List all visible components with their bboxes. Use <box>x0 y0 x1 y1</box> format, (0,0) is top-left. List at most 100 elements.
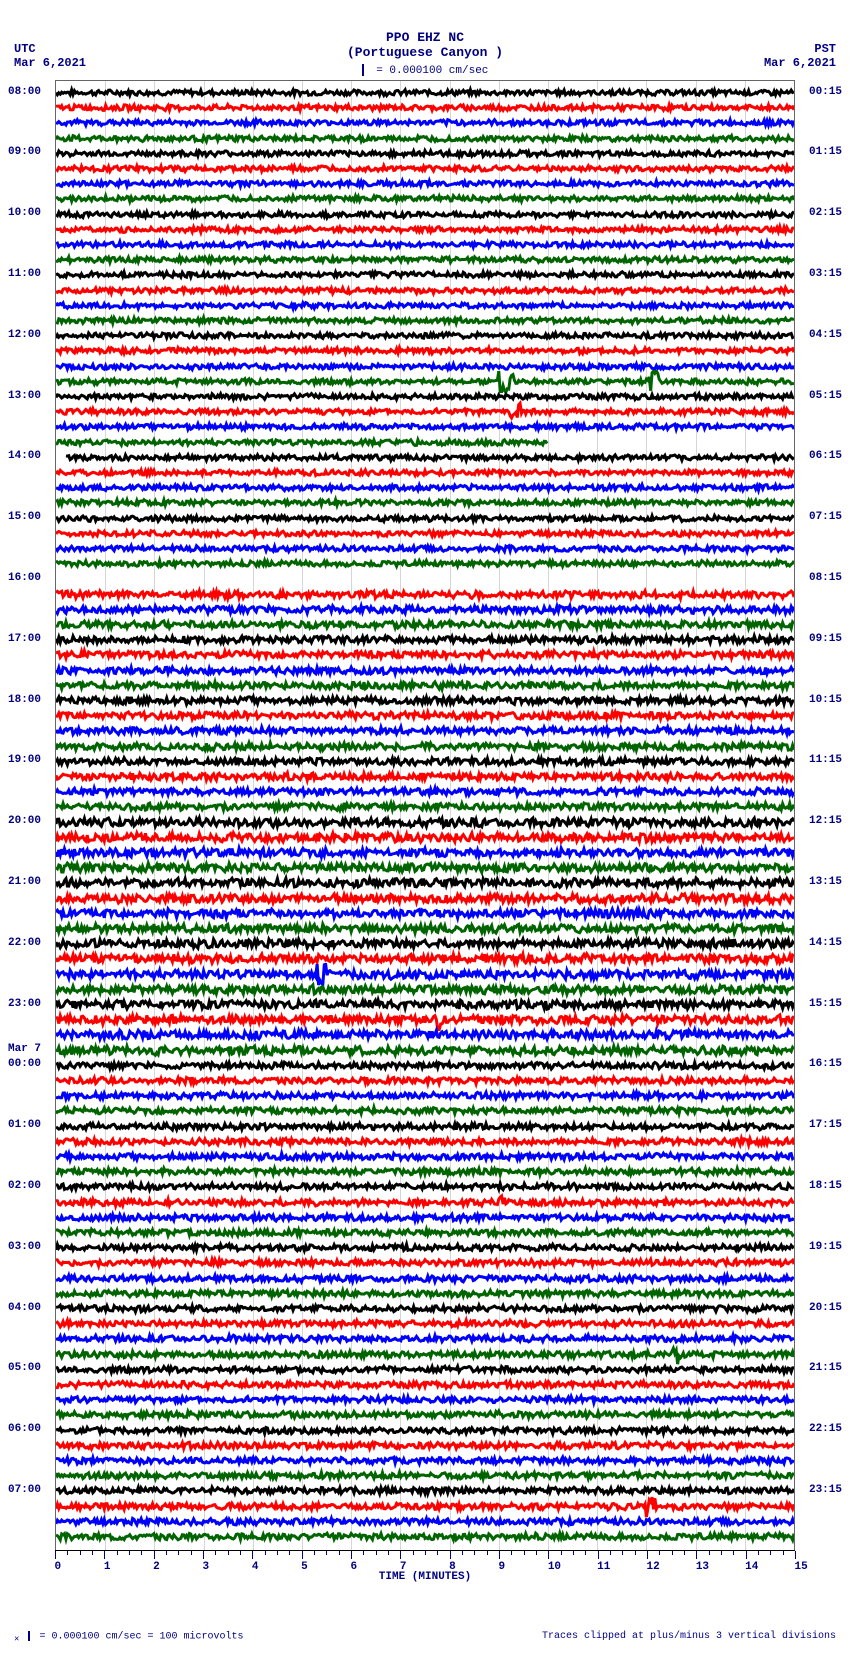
x-axis: TIME (MINUTES) 0123456789101112131415 <box>55 1550 795 1601</box>
x-tick-label: 13 <box>696 1561 697 1573</box>
x-tick: 12 <box>647 1551 648 1571</box>
x-tick-label: 14 <box>745 1561 746 1573</box>
x-minor-tick <box>709 1551 710 1555</box>
utc-label: 07:00 <box>8 1484 41 1496</box>
utc-label: 06:00 <box>8 1423 41 1435</box>
pst-label: 17:15 <box>809 1119 842 1131</box>
x-minor-tick <box>585 1551 586 1555</box>
x-tick-label: 7 <box>400 1561 401 1573</box>
x-tick: 10 <box>548 1551 549 1571</box>
x-minor-tick <box>659 1551 660 1555</box>
x-minor-tick <box>561 1551 562 1555</box>
utc-label: 14:00 <box>8 450 41 462</box>
utc-label: 05:00 <box>8 1362 41 1374</box>
x-tick: 15 <box>795 1551 796 1571</box>
pst-label: 06:15 <box>809 450 842 462</box>
x-minor-tick <box>129 1551 130 1555</box>
pst-label: 08:15 <box>809 572 842 584</box>
scale-text: = 0.000100 cm/sec <box>376 65 488 77</box>
pst-label: 07:15 <box>809 511 842 523</box>
pst-label: 10:15 <box>809 694 842 706</box>
x-minor-tick <box>228 1551 229 1555</box>
footer: × = 0.000100 cm/sec = 100 microvolts Tra… <box>0 1601 850 1653</box>
x-minor-tick <box>672 1551 673 1555</box>
x-tick-label: 4 <box>252 1561 253 1573</box>
x-minor-tick <box>524 1551 525 1555</box>
seismogram-plot <box>55 80 795 1550</box>
utc-label: 09:00 <box>8 146 41 158</box>
x-tick: 0 <box>55 1551 56 1571</box>
x-tick: 6 <box>351 1551 352 1571</box>
scale-bar-icon <box>362 64 364 76</box>
x-tick-label: 12 <box>647 1561 648 1573</box>
x-tick-label: 10 <box>548 1561 549 1573</box>
utc-label: 11:00 <box>8 268 41 280</box>
x-minor-tick <box>376 1551 377 1555</box>
x-tick-label: 2 <box>153 1561 154 1573</box>
x-tick-label: 15 <box>795 1561 796 1573</box>
pst-label: 02:15 <box>809 207 842 219</box>
x-minor-tick <box>191 1551 192 1555</box>
x-tick-label: 8 <box>449 1561 450 1573</box>
x-minor-tick <box>721 1551 722 1555</box>
pst-label: 01:15 <box>809 146 842 158</box>
utc-label: 00:00 <box>8 1058 41 1070</box>
scale-indicator: = 0.000100 cm/sec <box>0 64 850 77</box>
x-tick-label: 11 <box>597 1561 598 1573</box>
day-break-label: Mar 7 <box>8 1043 41 1055</box>
station-title: PPO EHZ NC <box>0 0 850 45</box>
date-right: Mar 6,2021 <box>764 56 836 70</box>
x-minor-tick <box>215 1551 216 1555</box>
tz-right: PST <box>814 42 836 56</box>
x-tick: 3 <box>203 1551 204 1571</box>
pst-label: 15:15 <box>809 998 842 1010</box>
x-minor-tick <box>240 1551 241 1555</box>
utc-label: 02:00 <box>8 1180 41 1192</box>
x-minor-tick <box>610 1551 611 1555</box>
x-minor-tick <box>117 1551 118 1555</box>
x-minor-tick <box>326 1551 327 1555</box>
pst-label: 00:15 <box>809 86 842 98</box>
x-minor-tick <box>388 1551 389 1555</box>
x-minor-tick <box>783 1551 784 1555</box>
utc-label: 22:00 <box>8 937 41 949</box>
pst-label: 03:15 <box>809 268 842 280</box>
x-tick: 2 <box>154 1551 155 1571</box>
x-tick-label: 9 <box>499 1561 500 1573</box>
x-minor-tick <box>178 1551 179 1555</box>
x-minor-tick <box>92 1551 93 1555</box>
x-minor-tick <box>474 1551 475 1555</box>
x-tick-label: 5 <box>301 1561 302 1573</box>
pst-label: 21:15 <box>809 1362 842 1374</box>
x-minor-tick <box>314 1551 315 1555</box>
x-tick: 14 <box>746 1551 747 1571</box>
x-minor-tick <box>635 1551 636 1555</box>
footer-clip-note: Traces clipped at plus/minus 3 vertical … <box>542 1631 836 1645</box>
utc-label: 21:00 <box>8 876 41 888</box>
pst-label: 16:15 <box>809 1058 842 1070</box>
pst-label: 05:15 <box>809 390 842 402</box>
x-tick: 11 <box>598 1551 599 1571</box>
utc-label: 04:00 <box>8 1302 41 1314</box>
x-axis-label: TIME (MINUTES) <box>55 1571 795 1583</box>
pst-label: 09:15 <box>809 633 842 645</box>
x-minor-tick <box>536 1551 537 1555</box>
pst-label: 20:15 <box>809 1302 842 1314</box>
x-tick: 4 <box>252 1551 253 1571</box>
utc-label: 03:00 <box>8 1241 41 1253</box>
x-minor-tick <box>339 1551 340 1555</box>
utc-label: 16:00 <box>8 572 41 584</box>
x-minor-tick <box>684 1551 685 1555</box>
x-tick: 1 <box>104 1551 105 1571</box>
x-tick: 7 <box>400 1551 401 1571</box>
x-minor-tick <box>622 1551 623 1555</box>
x-minor-tick <box>425 1551 426 1555</box>
pst-label: 11:15 <box>809 754 842 766</box>
x-minor-tick <box>462 1551 463 1555</box>
x-tick: 8 <box>450 1551 451 1571</box>
x-minor-tick <box>141 1551 142 1555</box>
x-minor-tick <box>80 1551 81 1555</box>
utc-label: 23:00 <box>8 998 41 1010</box>
pst-label: 14:15 <box>809 937 842 949</box>
pst-label: 13:15 <box>809 876 842 888</box>
